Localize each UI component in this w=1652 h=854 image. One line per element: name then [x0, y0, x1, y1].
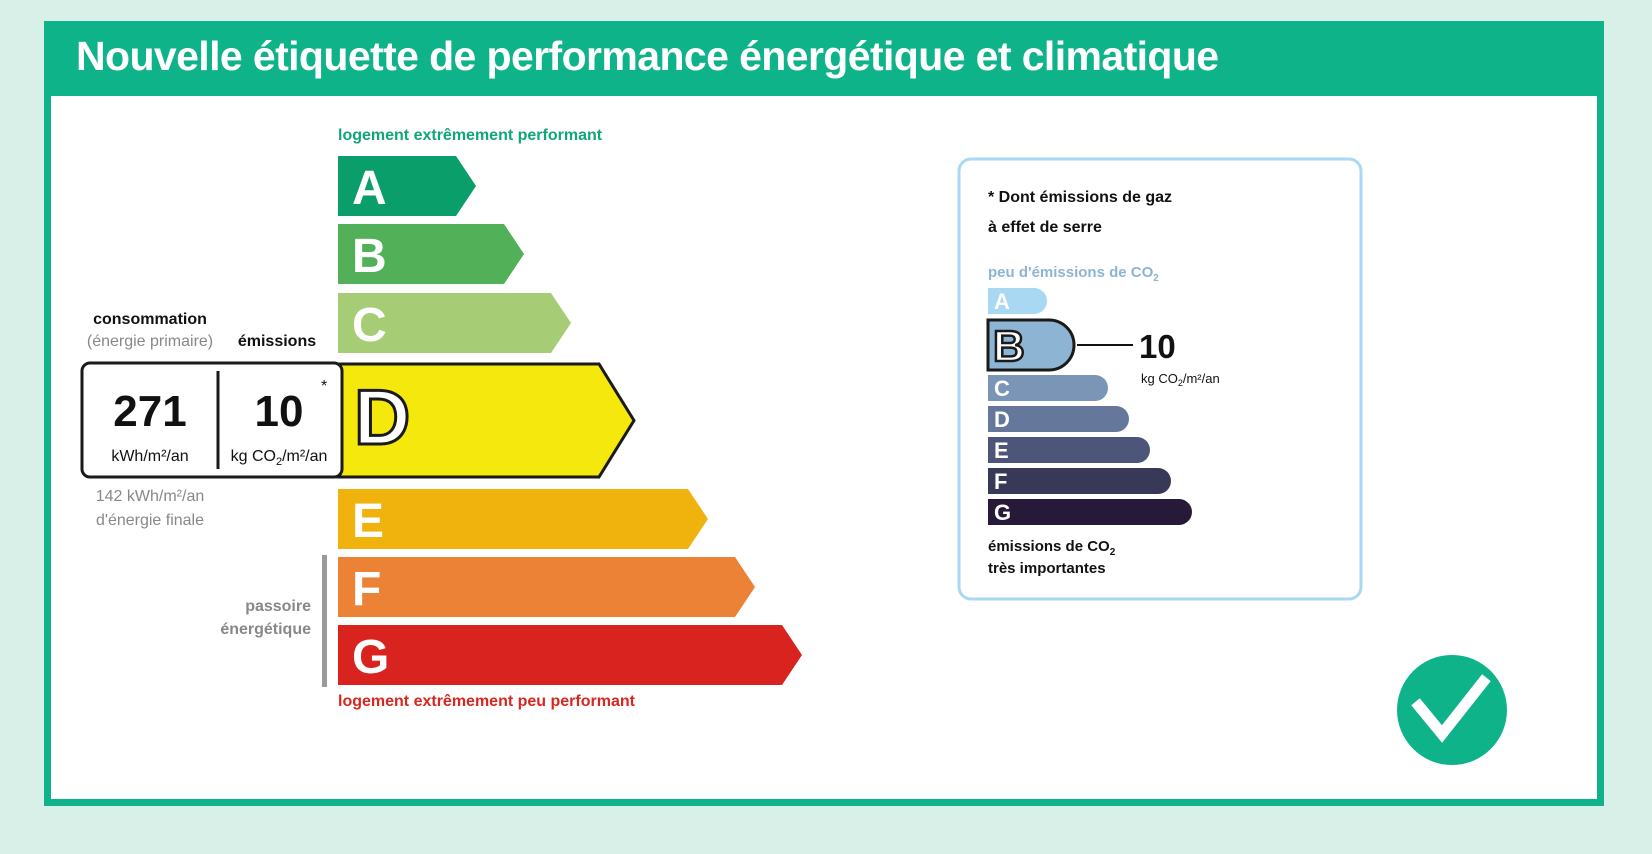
passoire-label-line2: énergétique — [220, 621, 311, 638]
ges-class-f-letter: F — [994, 469, 1007, 494]
ges-class-e-letter: E — [994, 438, 1009, 463]
ges-heading-line2: à effet de serre — [988, 219, 1102, 236]
final-energy-value: 142 kWh/m²/an — [96, 488, 204, 505]
ges-unit: kg CO2/m²/an — [1141, 371, 1220, 388]
ges-class-g-bar — [988, 499, 1192, 525]
dpe-class-a-bar — [338, 156, 476, 216]
ges-panel: * Dont émissions de gaz à effet de serre… — [957, 157, 1363, 601]
dpe-class-e-bar — [338, 489, 708, 549]
dpe-class-d-letter: D — [354, 373, 410, 461]
dpe-bottom-label: logement extrêmement peu performant — [338, 693, 636, 710]
dpe-class-a-letter: A — [352, 162, 387, 215]
consumption-value: 271 — [113, 387, 186, 436]
dpe-class-g-letter: G — [352, 631, 389, 684]
emissions-label: émissions — [238, 333, 316, 350]
dpe-values: consommation (énergie primaire) émission… — [80, 311, 344, 529]
dpe-class-f-bar — [338, 557, 755, 617]
ges-class-d-letter: D — [994, 407, 1010, 432]
ges-class-f-bar — [988, 468, 1171, 494]
page-title: Nouvelle étiquette de performance énergé… — [76, 33, 1219, 79]
ges-class-d-bar — [988, 406, 1129, 432]
ges-class-c-letter: C — [994, 376, 1010, 401]
dpe-top-label: logement extrêmement performant — [338, 127, 603, 144]
dpe-class-c-bar — [338, 293, 571, 353]
consumption-sublabel: (énergie primaire) — [87, 333, 213, 350]
passoire-indicator: passoire énergétique — [220, 555, 327, 687]
emissions-asterisk: * — [321, 378, 327, 395]
dpe-scale: logement extrêmement performant ABCDEFG … — [336, 127, 802, 710]
dpe-class-c-letter: C — [352, 299, 387, 352]
ges-class-a-letter: A — [994, 289, 1010, 314]
emissions-unit: kg CO2/m²/an — [231, 448, 328, 468]
ges-bottom-label-line2: très importantes — [988, 560, 1106, 577]
final-energy-label: d'énergie finale — [96, 512, 204, 529]
ges-class-g-letter: G — [994, 500, 1011, 525]
ges-value: 10 — [1139, 328, 1176, 365]
ges-class-c-bar — [988, 375, 1108, 401]
ges-bottom-label-line1: émissions de CO2 — [988, 538, 1116, 558]
dpe-class-e-letter: E — [352, 495, 384, 548]
ges-top-label: peu d'émissions de CO2 — [988, 264, 1159, 284]
dpe-class-b-bar — [338, 224, 524, 284]
passoire-bar — [322, 555, 327, 687]
ges-class-e-bar — [988, 437, 1150, 463]
dpe-class-g-bar — [338, 625, 802, 685]
passoire-label-line1: passoire — [245, 598, 311, 615]
dpe-class-f-letter: F — [352, 563, 381, 616]
values-box — [80, 361, 344, 479]
ges-class-b-bar — [986, 318, 1076, 372]
dpe-class-b-letter: B — [352, 230, 387, 283]
emissions-value: 10 — [255, 387, 304, 436]
ges-class-b-letter: B — [993, 322, 1025, 371]
label-frame: Nouvelle étiquette de performance énergé… — [44, 21, 1604, 806]
ges-heading-line1: * Dont émissions de gaz — [988, 189, 1172, 206]
consumption-label: consommation — [93, 311, 207, 328]
consumption-unit: kWh/m²/an — [111, 448, 188, 465]
check-icon — [1411, 674, 1491, 743]
ges-class-a-bar — [988, 288, 1047, 314]
check-circle — [1397, 655, 1507, 765]
label-diagram: logement extrêmement performant ABCDEFG … — [80, 127, 1507, 765]
check-badge — [1397, 655, 1507, 765]
